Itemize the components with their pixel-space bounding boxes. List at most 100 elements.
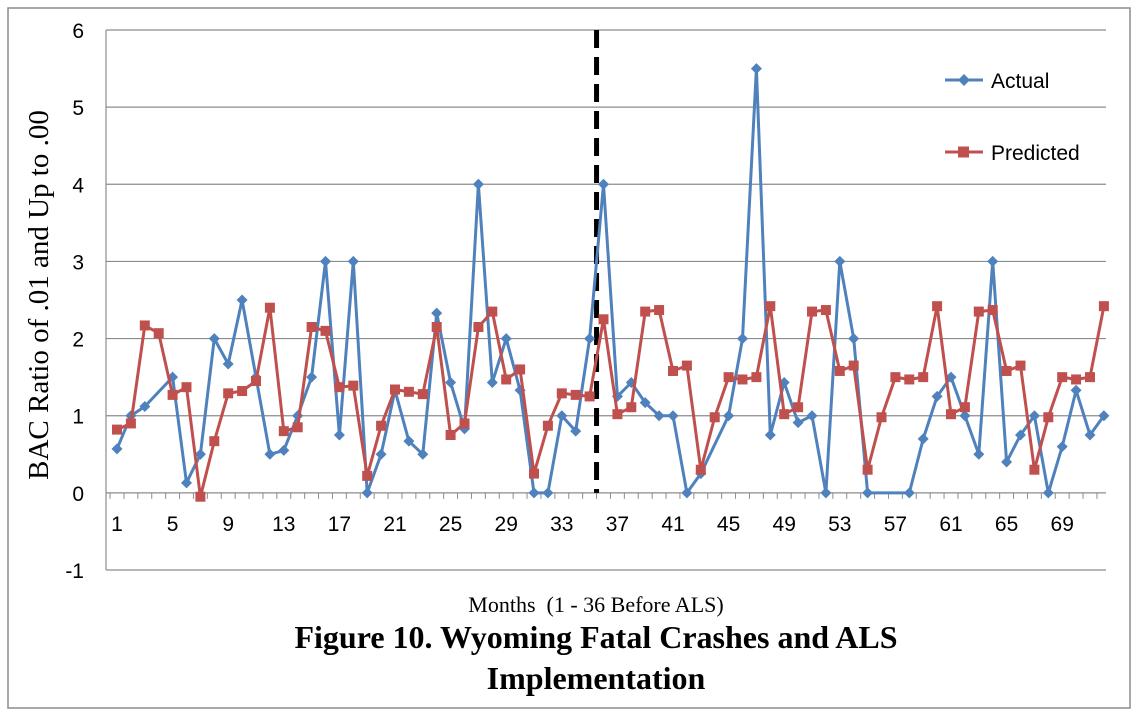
x-tick-label: 33 (550, 513, 573, 536)
x-tick-label: 41 (661, 513, 684, 536)
legend-label-actual: Actual (991, 70, 1049, 93)
legend: Actual Predicted (945, 70, 1080, 165)
data-point-predicted (959, 402, 970, 413)
data-point-actual (320, 255, 331, 267)
data-point-predicted (362, 470, 373, 481)
x-tick-label: 65 (995, 513, 1018, 536)
data-point-predicted (654, 305, 665, 316)
data-point-predicted (223, 388, 234, 399)
data-point-predicted (848, 360, 859, 371)
data-point-predicted (445, 430, 456, 440)
data-point-predicted (515, 364, 526, 375)
data-point-actual (1056, 441, 1068, 453)
data-point-actual (472, 178, 484, 190)
legend-marker-actual (958, 74, 970, 86)
data-point-actual (264, 448, 276, 460)
data-point-predicted (695, 464, 706, 475)
data-point-predicted (1015, 360, 1026, 371)
data-point-predicted (376, 420, 387, 431)
x-tick-label: 9 (222, 513, 234, 536)
data-point-actual (139, 400, 151, 412)
data-point-predicted (765, 301, 776, 312)
data-point-actual (181, 477, 192, 489)
data-point-actual (848, 333, 860, 345)
data-point-predicted (904, 374, 915, 385)
data-point-actual (903, 487, 915, 499)
data-point-predicted (125, 418, 136, 429)
data-point-predicted (1071, 374, 1082, 385)
data-point-predicted (626, 402, 637, 413)
x-tick-label: 57 (884, 513, 907, 536)
data-point-predicted (431, 322, 442, 332)
data-point-predicted (459, 418, 470, 429)
data-point-actual (792, 417, 804, 429)
data-point-actual (639, 397, 651, 409)
data-point-predicted (612, 409, 623, 420)
data-point-actual (194, 448, 206, 460)
x-tick-label: 69 (1051, 513, 1074, 536)
x-tick-label: 37 (606, 513, 629, 536)
series-line-predicted (116, 304, 1106, 499)
data-point-actual (806, 410, 818, 422)
data-point-actual (445, 377, 457, 389)
data-point-predicted (598, 314, 609, 325)
data-point-actual (1042, 487, 1054, 499)
data-point-predicted (820, 305, 831, 316)
data-point-predicted (946, 409, 956, 420)
data-point-actual (723, 410, 735, 422)
data-point-actual (653, 410, 665, 422)
data-point-actual (737, 333, 748, 345)
data-point-predicted (640, 306, 651, 317)
data-point-actual (1070, 384, 1082, 396)
data-point-predicted (709, 412, 720, 423)
data-point-predicted (987, 305, 998, 316)
x-tick-label: 21 (383, 513, 406, 536)
data-point-actual (542, 487, 554, 499)
data-point-actual (486, 377, 498, 389)
data-point-predicted (501, 374, 512, 385)
y-tick-label: 4 (72, 174, 84, 197)
data-point-actual (945, 371, 957, 383)
data-point-predicted (668, 365, 678, 376)
data-point-predicted (153, 328, 164, 339)
data-point-predicted (890, 372, 901, 383)
data-point-predicted (529, 468, 539, 479)
data-point-predicted (793, 402, 804, 413)
y-tick-label: -1 (65, 560, 84, 583)
data-point-actual (333, 429, 345, 441)
data-point-actual (973, 448, 985, 460)
data-point-actual (111, 443, 123, 455)
data-point-predicted (167, 389, 178, 400)
data-point-predicted (1085, 372, 1095, 383)
y-tick-label: 1 (72, 406, 84, 429)
data-point-actual (556, 410, 568, 422)
data-point-predicted (1029, 464, 1040, 475)
data-point-predicted (1043, 412, 1054, 423)
x-tick-label: 1 (111, 513, 123, 536)
x-tick-label: 13 (272, 513, 295, 536)
data-point-actual (236, 294, 248, 306)
data-point-predicted (834, 365, 845, 376)
y-tick-label: 0 (72, 483, 84, 506)
data-point-actual (278, 444, 290, 456)
data-point-predicted (278, 426, 289, 437)
x-tick-label: 17 (328, 513, 351, 536)
data-point-actual (1028, 410, 1040, 422)
data-point-actual (834, 255, 846, 267)
data-point-actual (1001, 456, 1013, 468)
data-point-predicted (139, 320, 150, 331)
data-point-predicted (320, 325, 331, 336)
data-point-predicted (237, 386, 248, 397)
data-point-actual (528, 487, 540, 499)
x-tick-label: 29 (495, 513, 518, 536)
x-tick-labels: 1 5 9 13 17 21 25 29 33 37 41 45 49 53 57 61 65 69 (111, 513, 1074, 536)
chart-title-line-2: Implementation (487, 660, 706, 696)
data-point-predicted (112, 424, 122, 435)
data-point-actual (681, 487, 693, 499)
data-point-predicted (251, 376, 261, 386)
data-point-actual (570, 425, 582, 437)
data-point-predicted (334, 382, 345, 393)
data-point-predicted (417, 389, 428, 400)
data-point-actual (403, 435, 415, 447)
y-tick-label: 2 (72, 329, 84, 352)
